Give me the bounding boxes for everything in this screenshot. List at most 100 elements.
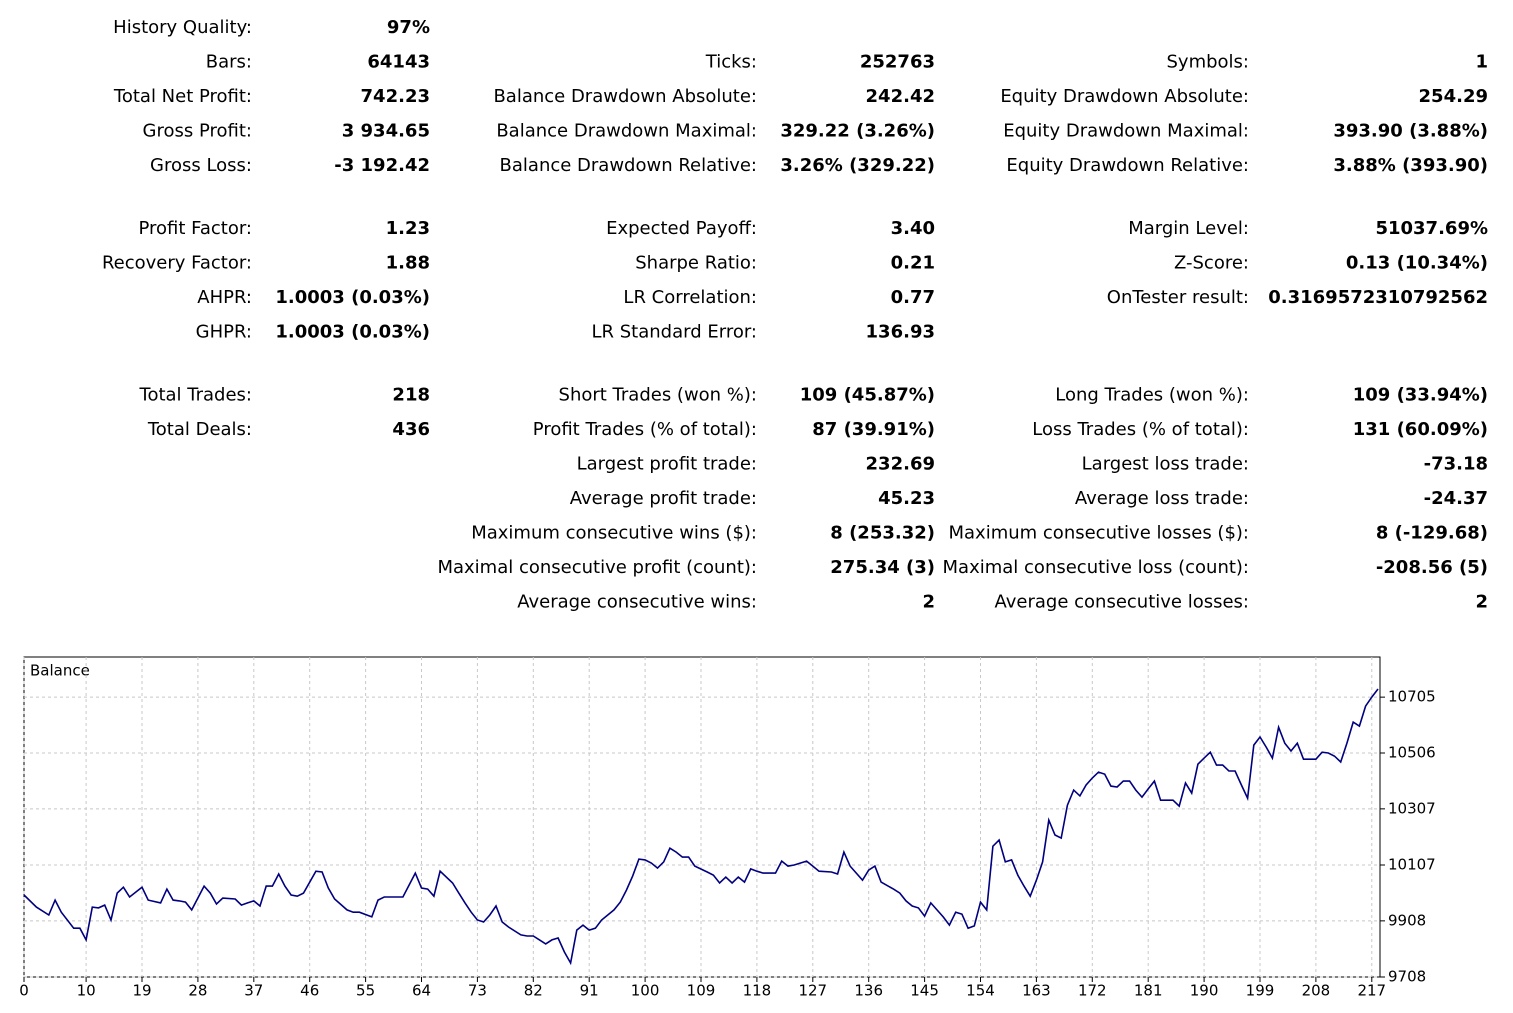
stat-value: 218 [392,385,430,406]
stat-label: Long Trades (won %): [1055,385,1249,406]
stat-value: 109 (33.94%) [1353,385,1488,406]
stat-label: Equity Drawdown Relative: [1006,155,1249,176]
stat-label: LR Standard Error: [592,322,758,343]
x-tick-label: 100 [631,982,660,1000]
stat-label: Maximal consecutive loss (count): [943,557,1249,578]
stat-value: 8 (253.32) [830,523,935,544]
x-tick-label: 0 [19,982,29,1000]
stat-label: Average consecutive losses: [994,592,1249,613]
stat-label: Profit Trades (% of total): [533,419,757,440]
x-tick-label: 217 [1357,982,1386,1000]
stat-label: Largest loss trade: [1082,454,1249,475]
y-tick-label: 10705 [1388,688,1436,706]
x-tick-label: 127 [798,982,827,1000]
x-tick-label: 145 [910,982,939,1000]
stat-label: History Quality: [113,17,252,38]
stat-label: Recovery Factor: [102,253,252,274]
x-tick-label: 82 [524,982,543,1000]
stat-label: Equity Drawdown Absolute: [1000,86,1249,107]
stat-value: 436 [392,419,430,440]
x-tick-label: 37 [244,982,263,1000]
stat-label: Short Trades (won %): [559,385,757,406]
y-tick-label: 9908 [1388,911,1426,929]
stat-label: Z-Score: [1174,253,1249,274]
stat-label: Loss Trades (% of total): [1032,419,1249,440]
stat-label: Ticks: [705,52,757,73]
stat-value: 742.23 [361,86,430,107]
y-tick-label: 10506 [1388,744,1436,762]
stat-value: 1.88 [386,253,430,274]
stat-label: Maximum consecutive wins ($): [471,523,757,544]
stat-label: Bars: [206,52,252,73]
stat-value: 0.13 (10.34%) [1346,253,1488,274]
x-tick-label: 28 [188,982,207,1000]
stat-label: Symbols: [1167,52,1250,73]
stat-value: -24.37 [1424,488,1488,509]
stat-label: Expected Payoff: [606,218,757,239]
stat-value: 0.21 [891,253,935,274]
stat-label: Largest profit trade: [577,454,757,475]
x-tick-label: 208 [1302,982,1331,1000]
x-tick-label: 46 [300,982,319,1000]
stat-value: 136.93 [866,322,935,343]
chart-title: Balance [30,662,90,680]
x-tick-label: 91 [580,982,599,1000]
stat-value: 1.0003 (0.03%) [275,322,430,343]
x-tick-label: 118 [743,982,772,1000]
stat-value: 1 [1475,52,1488,73]
stat-value: 2 [922,592,935,613]
stat-value: 109 (45.87%) [800,385,935,406]
stat-label: Average consecutive wins: [517,592,757,613]
stat-label: Equity Drawdown Maximal: [1003,121,1249,142]
stat-value: 254.29 [1419,86,1488,107]
stat-value: 8 (-129.68) [1376,523,1488,544]
stat-value: 87 (39.91%) [812,419,935,440]
x-tick-label: 19 [132,982,151,1000]
stat-value: 131 (60.09%) [1353,419,1488,440]
x-tick-label: 109 [687,982,716,1000]
stat-value: 3.40 [891,218,935,239]
y-tick-label: 10107 [1388,856,1436,874]
stat-value: 2 [1475,592,1488,613]
stat-value: 3 934.65 [342,121,430,142]
stat-label: Maximum consecutive losses ($): [949,523,1250,544]
stat-label: Average loss trade: [1075,488,1249,509]
stat-label: Gross Loss: [150,155,252,176]
stat-label: Balance Drawdown Maximal: [496,121,757,142]
stat-value: 97% [387,17,430,38]
stat-value: -73.18 [1424,454,1488,475]
stat-value: 1.0003 (0.03%) [275,287,430,308]
stat-value: 51037.69% [1375,218,1488,239]
stat-label: AHPR: [197,287,252,308]
x-tick-label: 10 [77,982,96,1000]
x-tick-label: 55 [356,982,375,1000]
stat-label: Total Deals: [147,419,252,440]
stat-label: Maximal consecutive profit (count): [437,557,757,578]
stat-value: 252763 [860,52,935,73]
x-tick-label: 136 [854,982,883,1000]
stat-label: LR Correlation: [623,287,757,308]
stat-label: Average profit trade: [570,488,757,509]
stat-value: -208.56 (5) [1376,557,1488,578]
stat-value: 0.3169572310792562 [1268,287,1488,308]
stat-label: Balance Drawdown Absolute: [493,86,757,107]
x-tick-label: 73 [468,982,487,1000]
stat-value: 232.69 [866,454,935,475]
stat-label: GHPR: [196,322,252,343]
plot-frame [23,656,1381,978]
y-tick-label: 10307 [1388,799,1436,817]
x-tick-label: 154 [966,982,995,1000]
x-tick-label: 172 [1078,982,1107,1000]
stat-label: Sharpe Ratio: [635,253,757,274]
stat-value: 3.26% (329.22) [780,155,935,176]
stat-label: Margin Level: [1128,218,1249,239]
stat-label: Balance Drawdown Relative: [500,155,757,176]
stat-value: -3 192.42 [334,155,430,176]
stat-label: Total Trades: [139,385,252,406]
stat-label: Gross Profit: [143,121,252,142]
x-tick-label: 199 [1246,982,1275,1000]
stat-label: Profit Factor: [138,218,252,239]
stat-value: 393.90 (3.88%) [1333,121,1488,142]
stat-value: 0.77 [891,287,935,308]
